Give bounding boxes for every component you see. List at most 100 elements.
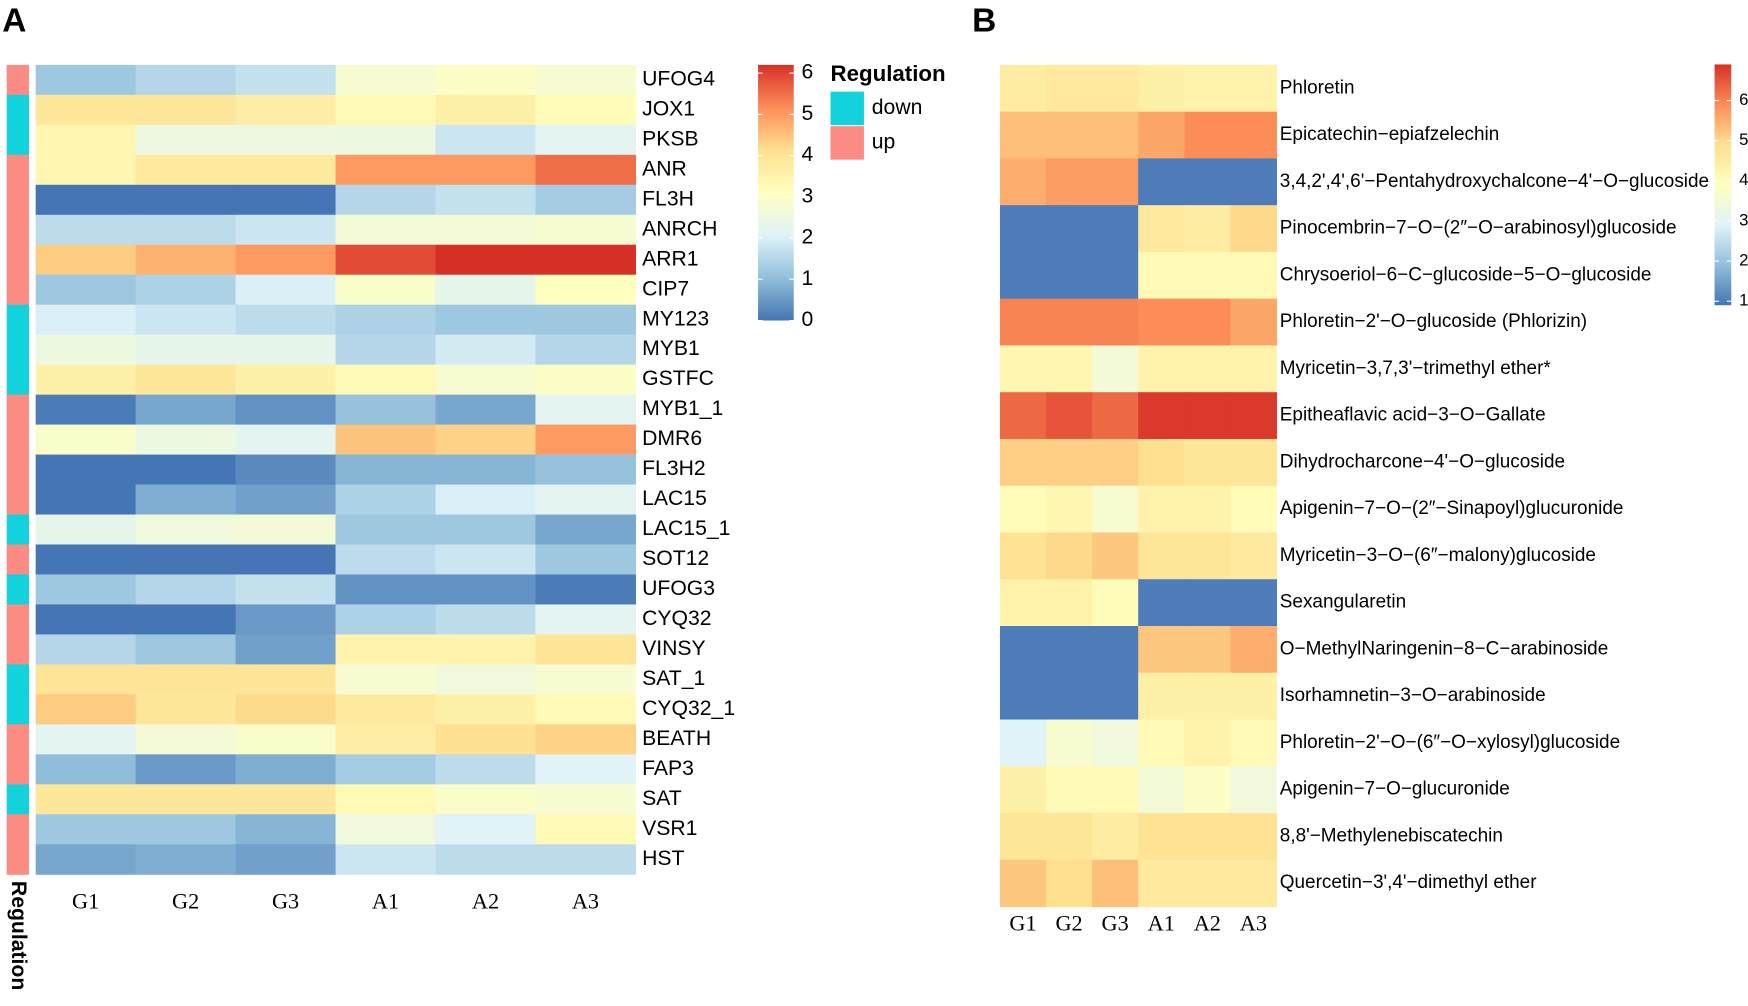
heatmap-cell [1046, 111, 1093, 159]
heatmap-cell [1138, 579, 1185, 627]
heatmap-cell [1092, 719, 1139, 767]
heatmap-cell [435, 694, 537, 725]
heatmap-cell [1046, 298, 1093, 346]
heatmap-cell [35, 364, 137, 396]
annotation-cell [6, 154, 29, 186]
heatmap-cell [1230, 438, 1277, 487]
heatmap-cell [435, 424, 537, 456]
heatmap-cell [1184, 251, 1231, 300]
annotation-cell [6, 454, 29, 486]
heatmap-cell [335, 214, 437, 246]
colorbar-tick-label: 6 [1739, 90, 1748, 109]
row-label: Sexangularetin [1280, 592, 1406, 613]
heatmap-cell [135, 94, 237, 126]
annotation-cell [6, 214, 29, 246]
annotation-cell [6, 514, 29, 546]
heatmap-cell [1092, 298, 1139, 346]
heatmap-cell [235, 394, 337, 426]
heatmap-cell [35, 604, 137, 635]
colorbar-tick-label: 5 [802, 102, 814, 125]
row-label: BEATH [642, 727, 711, 750]
heatmap-cell [1092, 672, 1139, 721]
heatmap-cell [235, 784, 337, 815]
heatmap-cell [1184, 485, 1231, 534]
colorbar-tick-label: 1 [802, 267, 814, 290]
heatmap-cell [1092, 158, 1139, 206]
heatmap-cell [1230, 298, 1277, 346]
heatmap-cell [135, 694, 237, 725]
heatmap-cell [235, 814, 337, 845]
heatmap-cell [1138, 158, 1185, 206]
heatmap-cell [1092, 64, 1139, 113]
heatmap-cell [35, 574, 137, 606]
heatmap-cell [335, 484, 437, 516]
heatmap-cell [35, 424, 137, 456]
row-label: ARR1 [642, 247, 698, 270]
heatmap-cell [235, 424, 337, 456]
heatmap-cell [999, 111, 1047, 159]
heatmap-cell [135, 244, 237, 276]
heatmap-cell [235, 244, 337, 276]
heatmap-cell [435, 184, 537, 216]
colorbar [1714, 64, 1732, 306]
heatmap-cell [1046, 766, 1093, 814]
heatmap-cell [435, 274, 537, 306]
heatmap-cell [135, 304, 237, 336]
heatmap-cell [35, 454, 137, 486]
heatmap-cell [235, 274, 337, 306]
row-label: HST [642, 847, 684, 870]
heatmap-cell [1230, 813, 1277, 861]
heatmap-cell [235, 664, 337, 695]
heatmap-cell [35, 844, 137, 875]
row-label: JOX1 [642, 97, 695, 120]
legend-key [830, 91, 864, 126]
heatmap-cell [35, 184, 137, 216]
annotation-cell [6, 334, 29, 366]
heatmap-cell [999, 205, 1047, 253]
heatmap-cell [135, 484, 237, 516]
heatmap-cell [1138, 251, 1185, 300]
annotation-cell [6, 394, 29, 426]
heatmap-cell [135, 364, 237, 396]
row-label: SAT_1 [642, 667, 705, 690]
heatmap-cell [435, 334, 537, 366]
heatmap-cell [1138, 205, 1185, 253]
heatmap-cell [335, 454, 437, 486]
row-label: Dihydrocharcone−4'−O−glucoside [1280, 451, 1565, 472]
legend-title: Regulation [831, 61, 946, 86]
colorbar-tick-label: 2 [1739, 251, 1748, 270]
heatmap-cell [1230, 532, 1277, 580]
annotation-cell [6, 124, 29, 156]
heatmap-cell [1184, 298, 1231, 346]
heatmap-cell [335, 94, 437, 126]
heatmap-cell [235, 454, 337, 486]
annotation-cell [6, 94, 29, 126]
heatmap-cell [535, 574, 636, 606]
heatmap-cell [335, 844, 437, 875]
heatmap-cell [135, 424, 237, 456]
annotation-cell [6, 484, 29, 516]
row-label: GSTFC [642, 367, 714, 390]
heatmap-cell [435, 784, 537, 815]
heatmap-cell [35, 154, 137, 186]
heatmap-cell [335, 184, 437, 216]
heatmap-cell [35, 754, 137, 785]
heatmap-cell [1092, 859, 1139, 908]
row-label: FL3H2 [642, 457, 706, 480]
heatmap-cell [35, 274, 137, 306]
heatmap-cell [135, 124, 237, 156]
heatmap-cell [35, 784, 137, 815]
heatmap-cell [35, 664, 137, 695]
heatmap-cell [35, 394, 137, 426]
heatmap-cell [235, 154, 337, 186]
row-label: Apigenin−7−O−glucuronide [1280, 779, 1510, 800]
heatmap-cell [1092, 205, 1139, 253]
heatmap-cell [535, 514, 636, 546]
heatmap-cell [999, 298, 1047, 346]
row-label: Myricetin−3,7,3'−trimethyl ether* [1280, 358, 1552, 379]
annotation-cell [6, 304, 29, 336]
heatmap-cell [1184, 392, 1231, 440]
heatmap-cell [335, 304, 437, 336]
row-label: 3,4,2',4',6'−Pentahydroxychalcone−4'−O−g… [1280, 171, 1709, 192]
